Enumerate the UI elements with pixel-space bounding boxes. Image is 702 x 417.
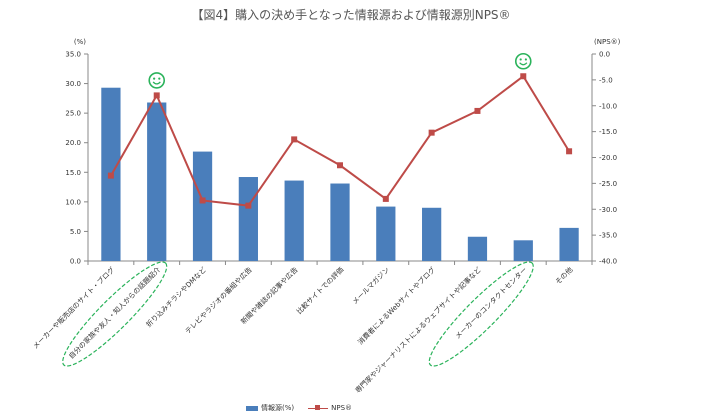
bar [559, 227, 579, 261]
legend-label-bar: 情報源(%) [261, 404, 295, 412]
left-axis-unit: (%) [74, 38, 86, 46]
bar [422, 207, 442, 261]
bar [238, 177, 258, 261]
legend-item-bar: 情報源(%) [246, 403, 294, 413]
nps-point [337, 162, 343, 169]
category-label: 比較サイトでの評価 [295, 265, 346, 316]
category-label: メーカーのコンタクトセンター [453, 265, 529, 341]
nps-point [291, 136, 298, 143]
smiley-eye [524, 58, 527, 61]
nps-point [520, 73, 527, 80]
bar [147, 102, 167, 261]
left-tick-label: 5.0 [70, 228, 81, 236]
smiley-eye [153, 77, 156, 80]
left-tick-label: 10.0 [65, 198, 81, 206]
smiley-mouth [152, 81, 161, 85]
annotations [62, 52, 534, 367]
right-tick-label: -5.0 [599, 76, 613, 84]
left-tick-label: 20.0 [65, 139, 81, 147]
highlight-ellipse [62, 261, 168, 367]
bar [467, 236, 488, 261]
legend-item-line: NPS® [308, 404, 352, 412]
chart-title: 【図4】購入の決め手となった情報源および情報源別NPS® [191, 8, 511, 22]
nps-point [382, 195, 389, 202]
right-tick-label: -25.0 [599, 180, 617, 188]
bar [192, 151, 213, 261]
bar-series [101, 87, 579, 261]
right-tick-label: -35.0 [599, 232, 617, 240]
bar [513, 240, 533, 261]
left-tick-label: 25.0 [65, 110, 81, 118]
smiley-mouth [519, 62, 528, 66]
right-tick-label: -15.0 [599, 128, 617, 136]
left-tick-label: 0.0 [70, 258, 81, 266]
right-axis-unit: (NPS®) [594, 38, 621, 46]
bar [376, 206, 396, 261]
legend-swatch-bar [246, 405, 258, 411]
category-label: その他 [553, 265, 574, 286]
right-tick-label: 0.0 [599, 51, 610, 59]
bar [284, 180, 304, 261]
legend-swatch-line [308, 405, 329, 411]
line-series [107, 73, 573, 209]
right-tick-label: -30.0 [599, 206, 617, 214]
nps-point [566, 148, 573, 155]
right-tick-label: -10.0 [599, 102, 617, 110]
left-tick-label: 15.0 [65, 169, 81, 177]
category-label: メールマガジン [350, 265, 391, 306]
smiley-icon [514, 52, 532, 70]
right-tick-label: -20.0 [599, 154, 617, 162]
highlight-ellipse [428, 261, 534, 367]
category-label: メーカーや販売店のサイト・ブログ [31, 265, 117, 351]
nps-point [153, 92, 160, 99]
smiley-eye [158, 77, 161, 80]
nps-point [245, 202, 252, 209]
nps-point [428, 129, 435, 136]
category-label: 自分の家族や友人・知人からの話題紹介 [67, 265, 162, 360]
left-tick-label: 35.0 [65, 51, 81, 59]
left-tick-label: 30.0 [65, 80, 81, 88]
nps-point [474, 107, 481, 114]
legend-label-line: NPS® [331, 404, 353, 412]
right-tick-label: -40.0 [599, 258, 617, 266]
nps-point [199, 197, 206, 204]
category-label: 消費者によるWebサイトやブログ [356, 265, 437, 346]
smiley-icon [148, 72, 166, 89]
category-labels: メーカーや販売店のサイト・ブログ自分の家族や友人・知人からの話題紹介折り込みチラ… [31, 265, 575, 395]
smiley-eye [519, 58, 522, 61]
bar [330, 183, 350, 261]
nps-point [107, 172, 114, 179]
legend: 情報源(%) NPS® [246, 403, 362, 413]
